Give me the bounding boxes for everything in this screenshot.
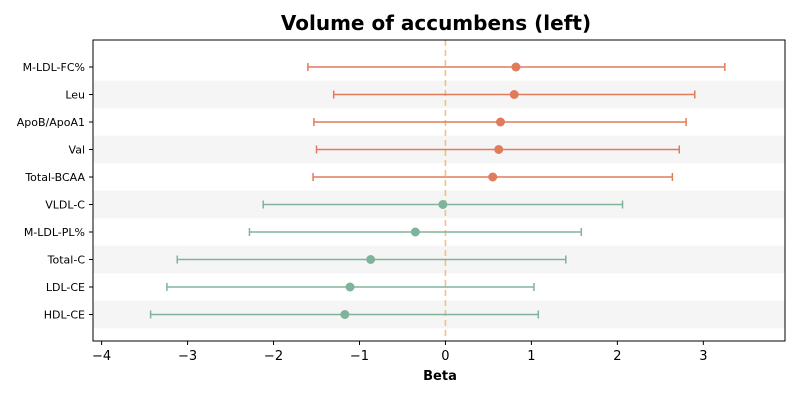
data-row-m-ldl-fc- — [307, 62, 726, 72]
x-tick-label: 2 — [613, 349, 621, 364]
x-tick-label: 3 — [699, 349, 707, 364]
x-tick-label: −4 — [92, 349, 111, 364]
beta-point — [438, 200, 448, 209]
plot-frame — [92, 39, 786, 342]
y-tick-label: M-LDL-FC% — [23, 61, 85, 74]
data-row-ldl-ce — [166, 282, 535, 292]
y-tick-label: Total-BCAA — [24, 171, 85, 184]
beta-point — [509, 90, 519, 99]
x-tick-label: 0 — [441, 349, 449, 364]
beta-point — [366, 255, 376, 264]
data-row-m-ldl-pl- — [248, 227, 583, 237]
y-axis: M-LDL-FC% Leu ApoB/ApoA1 Val Total-BCAA VLDL-… — [17, 61, 93, 322]
x-tick-label: −2 — [264, 349, 283, 364]
beta-point — [345, 282, 355, 292]
data-row-vldl-c — [262, 200, 624, 209]
beta-point — [494, 145, 504, 154]
data-row-leu — [332, 90, 696, 99]
data-row-total-bcaa — [312, 172, 674, 182]
y-tick-label: HDL-CE — [44, 309, 85, 322]
data-row-apob-apoa1 — [313, 117, 687, 127]
y-tick-label: Total-C — [47, 254, 86, 267]
data-row-hdl-ce — [149, 310, 540, 319]
chart-title: Volume of accumbens (left) — [281, 11, 591, 35]
y-tick-label: M-LDL-PL% — [24, 226, 85, 239]
beta-point — [410, 227, 420, 237]
y-tick-label: LDL-CE — [46, 281, 85, 294]
data-row-val — [315, 145, 681, 154]
data-row-total-c — [176, 255, 567, 264]
x-tick-label: −3 — [178, 349, 197, 364]
x-axis-label: Beta — [423, 369, 457, 384]
y-tick-label: Val — [69, 144, 85, 157]
y-tick-label: Leu — [65, 89, 85, 102]
beta-point — [340, 310, 350, 319]
data-rows — [149, 62, 726, 319]
beta-point — [495, 117, 505, 127]
beta-point — [488, 172, 498, 182]
y-tick-label: VLDL-C — [45, 199, 85, 212]
beta-point — [511, 62, 521, 72]
y-tick-label: ApoB/ApoA1 — [17, 116, 85, 129]
x-axis: −4 −3 −2 −1 0 1 2 3 — [92, 341, 707, 364]
x-tick-label: −1 — [350, 349, 369, 364]
x-tick-label: 1 — [527, 349, 535, 364]
